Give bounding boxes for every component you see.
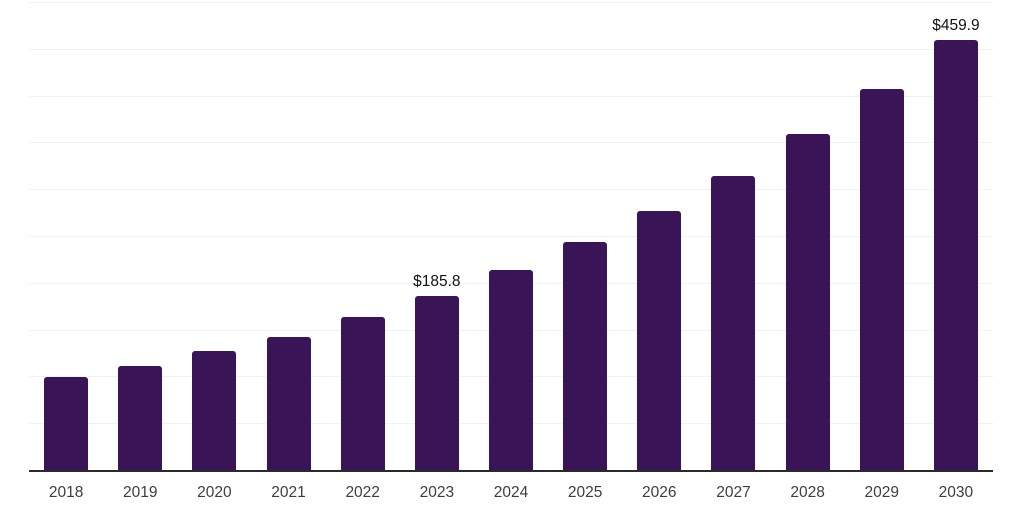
- x-axis-label-2021: 2021: [271, 484, 306, 501]
- bar-2028: [785, 133, 830, 470]
- x-axis-label-2026: 2026: [642, 484, 677, 501]
- bar-2023: [414, 296, 459, 470]
- gridline-250: [29, 236, 993, 237]
- x-axis-label-2025: 2025: [567, 484, 603, 501]
- bar-2018: [44, 377, 89, 470]
- bar-2026: [637, 211, 682, 470]
- x-axis-label-2028: 2028: [790, 484, 825, 501]
- bar-2020: [192, 350, 237, 470]
- x-axis-line: [29, 470, 993, 472]
- bar-2027: [711, 175, 756, 470]
- bar-2021: [266, 336, 311, 470]
- gridline-300: [29, 189, 993, 191]
- x-axis-label-2023: 2023: [419, 484, 455, 501]
- gridline-450: [29, 48, 993, 50]
- bar-2024: [489, 270, 533, 470]
- bar-2029: [859, 88, 904, 470]
- gridline-350: [29, 142, 993, 144]
- bar-2019: [118, 365, 163, 470]
- x-axis-label-2022: 2022: [345, 484, 380, 501]
- x-axis-label-2027: 2027: [716, 484, 751, 501]
- gridline-500: [29, 2, 993, 3]
- data-label-2030: $459.9: [932, 16, 980, 34]
- data-label-2023: $185.8: [413, 273, 461, 291]
- x-axis-label-2024: 2024: [493, 484, 529, 501]
- x-axis-label-2030: 2030: [938, 484, 974, 501]
- gridline-400: [29, 95, 993, 97]
- x-axis-label-2018: 2018: [48, 484, 84, 501]
- x-axis-label-2029: 2029: [864, 484, 899, 501]
- x-axis-label-2019: 2019: [122, 484, 158, 501]
- bar-2030: [933, 39, 978, 470]
- x-axis-label-2020: 2020: [197, 484, 232, 501]
- bar-2022: [340, 317, 385, 470]
- bar-2025: [563, 241, 608, 470]
